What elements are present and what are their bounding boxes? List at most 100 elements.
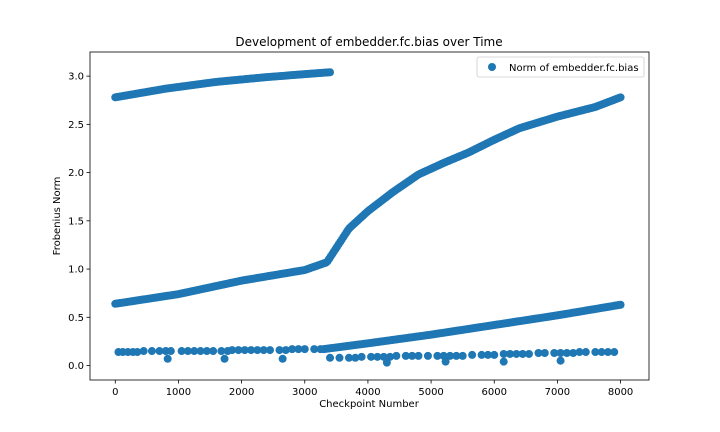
data-point [534, 348, 543, 357]
data-point [597, 348, 606, 357]
y-tick-label: 1.0 [68, 265, 84, 276]
data-point [294, 345, 303, 354]
data-point [253, 346, 262, 355]
data-point [373, 352, 382, 361]
data-point [591, 348, 600, 357]
data-point [610, 348, 619, 357]
data-point [616, 93, 625, 102]
data-point [177, 347, 186, 356]
data-point [477, 350, 486, 359]
plot-frame [89, 51, 650, 381]
x-tick-label: 8000 [608, 387, 633, 398]
y-axis-title: Frobenius Norm [52, 177, 63, 256]
data-point [446, 351, 455, 360]
data-point [603, 348, 612, 357]
data-point [147, 347, 156, 356]
data-point [217, 347, 226, 356]
data-point [483, 350, 492, 359]
data-point [326, 353, 335, 362]
data-point [344, 353, 353, 362]
y-tick-label: 1.5 [68, 216, 84, 227]
data-point [190, 347, 199, 356]
data-point [234, 346, 243, 355]
x-tick-label: 2000 [229, 387, 254, 398]
data-point [414, 351, 423, 360]
data-point [335, 353, 344, 362]
y-tick-label: 3.0 [68, 72, 84, 83]
x-tick-label: 5000 [418, 387, 443, 398]
data-point [183, 347, 192, 356]
data-point [550, 348, 559, 357]
data-point [209, 347, 218, 356]
x-tick-label: 4000 [355, 387, 380, 398]
x-tick-label: 1000 [166, 387, 191, 398]
data-point [326, 68, 335, 77]
data-point [357, 352, 366, 361]
x-axis-title: Checkpoint Number [319, 399, 420, 410]
legend-box [476, 56, 645, 78]
data-point [392, 351, 401, 360]
data-point [499, 349, 508, 358]
y-tick-label: 2.0 [68, 168, 84, 179]
y-tick-label: 2.5 [68, 120, 84, 131]
data-point [581, 348, 590, 357]
data-point [266, 346, 275, 355]
data-point [300, 345, 309, 354]
data-point [540, 348, 549, 357]
data-point [441, 357, 450, 366]
data-point [316, 345, 325, 354]
data-point [351, 353, 360, 362]
data-point [524, 349, 533, 358]
data-point [458, 351, 467, 360]
chart-title: Development of embedder.fc.bias over Tim… [235, 35, 502, 49]
x-tick-label: 0 [112, 387, 118, 398]
data-point [506, 349, 515, 358]
data-point [401, 351, 410, 360]
data-point [490, 350, 499, 359]
data-point [556, 348, 565, 357]
data-point [155, 347, 164, 356]
data-points [111, 68, 625, 367]
data-point [240, 346, 249, 355]
data-point [423, 351, 432, 360]
x-tick-label: 6000 [482, 387, 507, 398]
axes: 0 1000 2000 3000 4000 5000 6000 7000 8000 0.0 0.5 1… [68, 72, 633, 398]
data-point [512, 349, 521, 358]
data-point [575, 348, 584, 357]
data-point [278, 354, 287, 363]
legend: Norm of embedder.fc.bias [476, 56, 645, 78]
x-tick-label: 3000 [292, 387, 317, 398]
data-point [408, 351, 417, 360]
data-point [133, 348, 142, 357]
data-point [556, 356, 565, 365]
y-tick-label: 0.0 [68, 361, 84, 372]
data-point [196, 347, 205, 356]
legend-marker [488, 63, 496, 71]
data-point [166, 347, 175, 356]
data-point [247, 346, 256, 355]
data-point [310, 345, 319, 354]
data-point [275, 346, 284, 355]
data-point [433, 351, 442, 360]
data-point [499, 357, 508, 366]
data-point [562, 348, 571, 357]
y-tick-label: 0.5 [68, 313, 84, 324]
data-point [288, 345, 297, 354]
data-point [569, 348, 578, 357]
data-point [616, 300, 625, 309]
data-point [452, 351, 461, 360]
data-point [382, 358, 391, 367]
data-point [139, 347, 148, 356]
data-point [163, 354, 172, 363]
data-point [228, 346, 237, 355]
data-point [281, 346, 290, 355]
data-point [220, 354, 229, 363]
data-point [468, 350, 477, 359]
data-point [367, 352, 376, 361]
data-point [202, 347, 211, 356]
data-point [259, 346, 268, 355]
x-tick-label: 7000 [545, 387, 570, 398]
legend-label: Norm of embedder.fc.bias [509, 63, 639, 74]
data-point [518, 349, 527, 358]
